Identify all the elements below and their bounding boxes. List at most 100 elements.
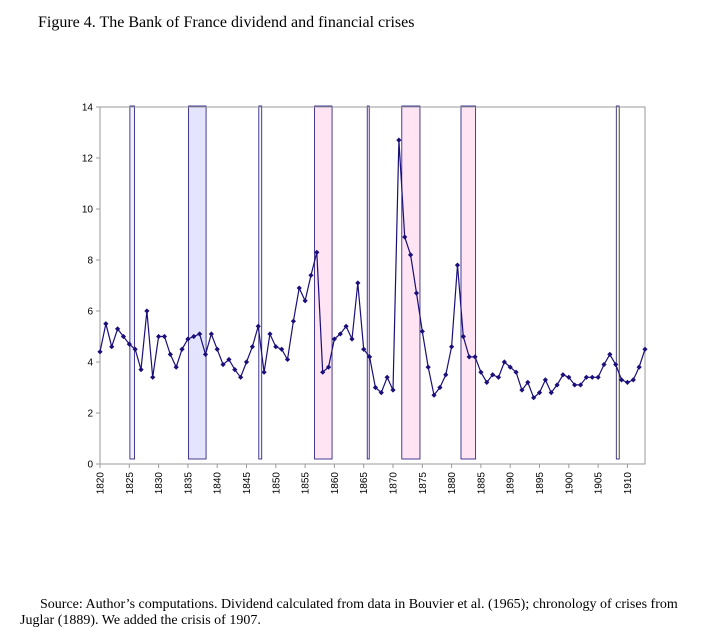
data-point xyxy=(478,369,484,375)
crisis-band-1 xyxy=(188,105,207,460)
x-tick-label: 1900 xyxy=(564,472,575,495)
data-point xyxy=(238,374,244,380)
x-tick-label: 1870 xyxy=(389,472,400,495)
data-point xyxy=(384,374,390,380)
data-point xyxy=(325,364,332,370)
data-point xyxy=(290,318,296,324)
data-point xyxy=(566,374,572,380)
data-point xyxy=(613,361,619,368)
data-point xyxy=(372,384,379,391)
y-tick-label: 14 xyxy=(82,103,94,114)
y-tick-label: 8 xyxy=(87,256,93,267)
x-tick-label: 1875 xyxy=(418,472,429,495)
crisis-bands xyxy=(129,105,620,460)
data-point xyxy=(109,344,115,350)
data-point xyxy=(355,280,361,286)
data-point xyxy=(126,341,132,347)
data-point xyxy=(589,374,595,380)
data-point xyxy=(302,298,308,304)
y-tick-label: 0 xyxy=(87,460,93,471)
data-point xyxy=(501,359,507,365)
data-point xyxy=(419,328,425,334)
data-point xyxy=(548,390,554,396)
data-point xyxy=(531,395,537,401)
x-tick-label: 1840 xyxy=(213,472,224,495)
data-point xyxy=(191,333,197,340)
data-point xyxy=(484,379,490,385)
crisis-band-5 xyxy=(401,105,421,460)
data-point xyxy=(390,387,396,393)
data-point xyxy=(349,336,355,342)
data-point xyxy=(490,372,496,378)
series-line xyxy=(99,140,646,399)
data-point xyxy=(179,346,185,352)
plot-frame xyxy=(99,106,646,465)
data-point xyxy=(413,290,420,296)
data-point xyxy=(460,333,466,340)
data-point xyxy=(296,285,302,291)
data-point xyxy=(630,377,636,383)
y-tick-label: 12 xyxy=(82,154,94,165)
data-point xyxy=(402,234,408,240)
data-point xyxy=(519,387,525,393)
y-tick-label: 4 xyxy=(87,358,93,369)
data-point xyxy=(249,344,255,350)
series-dividend xyxy=(97,137,648,401)
data-point xyxy=(454,262,461,268)
data-point xyxy=(437,384,443,391)
data-point xyxy=(173,364,179,370)
data-point xyxy=(243,359,250,365)
data-point xyxy=(320,369,326,375)
x-tick-label: 1845 xyxy=(242,472,253,495)
data-point xyxy=(542,377,548,383)
data-point xyxy=(361,346,367,352)
x-tick-label: 1880 xyxy=(447,472,458,495)
x-tick-label: 1835 xyxy=(183,472,194,495)
data-point xyxy=(150,374,156,380)
data-point xyxy=(507,364,513,370)
x-axis: 1820 1825 1830 1835 1840 1845 1850 1855 1860 1865… xyxy=(96,464,634,494)
data-point xyxy=(513,369,519,375)
data-point xyxy=(472,354,478,360)
data-point xyxy=(443,372,449,378)
x-tick-label: 1885 xyxy=(476,472,487,495)
data-point xyxy=(337,331,343,337)
data-point xyxy=(308,272,314,278)
data-point xyxy=(595,374,601,380)
crisis-band-0 xyxy=(129,105,135,460)
data-point xyxy=(144,308,150,314)
data-point xyxy=(185,336,191,342)
data-point xyxy=(642,346,648,352)
data-point xyxy=(138,367,144,373)
data-point xyxy=(267,331,273,337)
data-point xyxy=(560,372,566,378)
data-point xyxy=(425,364,431,370)
x-tick-label: 1910 xyxy=(623,472,634,495)
x-tick-label: 1830 xyxy=(154,472,165,495)
data-point xyxy=(607,351,613,357)
x-tick-label: 1865 xyxy=(359,472,370,495)
data-point xyxy=(525,379,531,385)
crisis-band-4 xyxy=(366,105,370,460)
x-tick-label: 1820 xyxy=(96,472,107,495)
data-point xyxy=(161,333,168,340)
source-note: Source: Author’s computations. Dividend … xyxy=(20,597,678,628)
data-point xyxy=(536,390,543,396)
crisis-band-3 xyxy=(314,105,333,460)
y-axis: 0 2 4 6 8 10 12 14 xyxy=(82,103,100,471)
data-point xyxy=(132,346,138,352)
crisis-band-7 xyxy=(615,105,620,460)
data-point xyxy=(314,249,320,255)
x-tick-label: 1860 xyxy=(330,472,341,495)
data-point xyxy=(120,333,127,340)
data-point xyxy=(396,137,402,143)
crisis-band-6 xyxy=(460,105,477,460)
data-point xyxy=(431,392,437,398)
data-point xyxy=(156,333,162,340)
data-point xyxy=(114,326,121,332)
data-point xyxy=(601,361,607,368)
data-point xyxy=(273,344,279,350)
data-point xyxy=(554,382,560,388)
x-tick-label: 1825 xyxy=(125,472,136,495)
data-point xyxy=(214,346,220,352)
